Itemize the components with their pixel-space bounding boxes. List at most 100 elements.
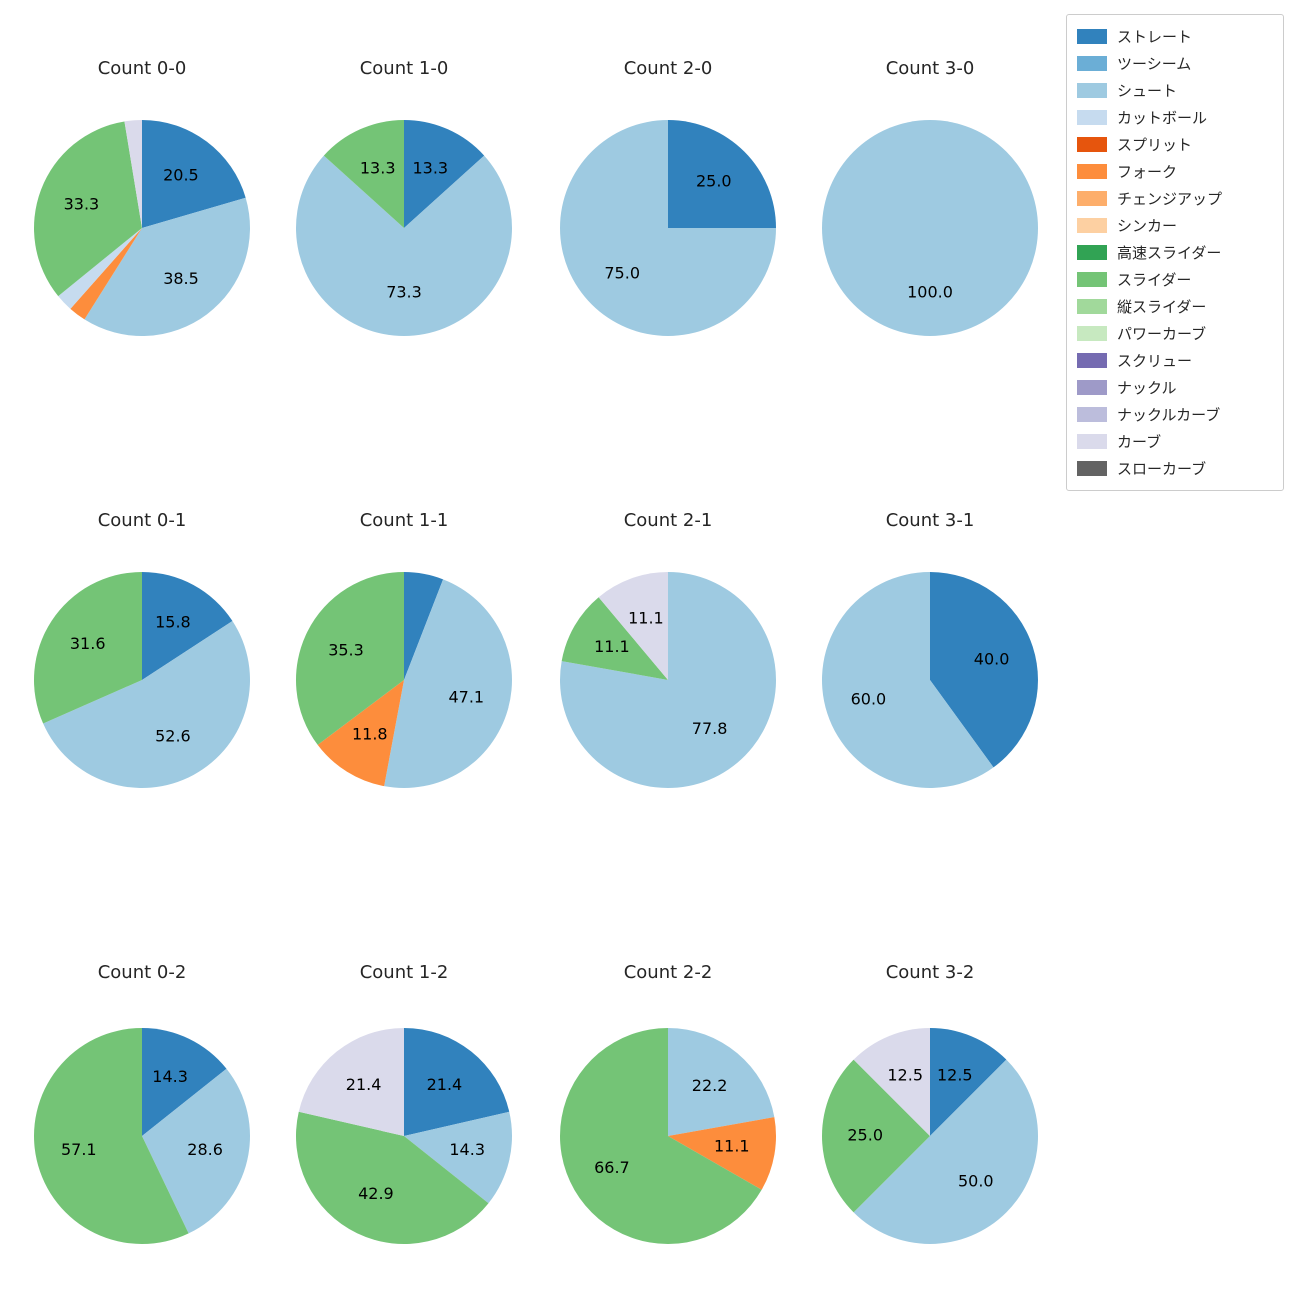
legend-item: シンカー (1077, 212, 1273, 239)
legend-list: ストレート ツーシーム シュート カットボール スプリット フォーク チェンジアップ シンカー… (1077, 23, 1273, 482)
legend-item: 縦スライダー (1077, 293, 1273, 320)
legend-item: チェンジアップ (1077, 185, 1273, 212)
legend-item: ナックルカーブ (1077, 401, 1273, 428)
slice-value-label: 12.5 (887, 1066, 923, 1085)
pie-slice (384, 579, 512, 788)
legend-item: カットボール (1077, 104, 1273, 131)
slice-value-label: 60.0 (851, 690, 887, 709)
legend-swatch (1077, 380, 1107, 395)
pie-chart: 100.0 (822, 120, 1038, 336)
legend-swatch (1077, 245, 1107, 260)
chart-title: Count 2-0 (623, 58, 713, 79)
legend-label: シュート (1117, 82, 1178, 100)
pie-slice (559, 1028, 762, 1244)
slice-value-label: 52.6 (155, 727, 191, 746)
chart-title: Count 2-1 (623, 510, 713, 531)
subplot-count-1-2: Count 1-2 21.4 14.3 42.9 21.4 (279, 962, 529, 1274)
pie-slice (821, 572, 994, 788)
slice-value-label: 50.0 (958, 1171, 994, 1190)
pie-slice (560, 572, 777, 788)
slice-value-label: 14.3 (449, 1140, 485, 1159)
slice-value-label: 11.8 (352, 725, 388, 744)
chart-title: Count 3-0 (885, 58, 975, 79)
pie-slice (930, 1028, 1007, 1136)
pie-slice (404, 120, 485, 228)
slice-value-label: 21.4 (427, 1075, 463, 1094)
legend-item: カーブ (1077, 428, 1273, 455)
subplot-count-1-0: Count 1-0 13.3 73.3 13.3 (279, 58, 529, 370)
legend-item: ナックル (1077, 374, 1273, 401)
slice-value-label: 75.0 (604, 263, 640, 282)
subplot-count-2-1: Count 2-1 77.8 11.1 11.1 (543, 510, 793, 822)
legend-swatch (1077, 326, 1107, 341)
legend-item: パワーカーブ (1077, 320, 1273, 347)
subplot-count-1-1: Count 1-1 47.1 11.8 35.3 (279, 510, 529, 822)
pie-chart: 25.0 75.0 (560, 120, 776, 336)
slice-value-label: 22.2 (692, 1076, 728, 1095)
legend-label: チェンジアップ (1117, 190, 1223, 208)
slice-value-label: 42.9 (358, 1184, 394, 1203)
slice-value-label: 33.3 (64, 195, 100, 214)
legend-swatch (1077, 83, 1107, 98)
slice-value-label: 25.0 (696, 172, 732, 191)
pie-slice (142, 1068, 251, 1234)
legend-swatch (1077, 164, 1107, 179)
subplot-count-3-2: Count 3-2 12.5 50.0 25.0 12.5 (805, 962, 1055, 1274)
pie-slice (853, 1028, 930, 1136)
chart-title: Count 1-0 (359, 58, 449, 79)
legend-label: パワーカーブ (1117, 325, 1207, 343)
slice-value-label: 13.3 (412, 158, 448, 177)
pie-slice (58, 228, 143, 309)
pie-slice (298, 1028, 404, 1136)
pie-slice (668, 1028, 775, 1136)
legend-item: フォーク (1077, 158, 1273, 185)
subplot-count-0-0: Count 0-0 20.5 38.5 33.3 (17, 58, 267, 370)
slice-value-label: 77.8 (692, 719, 728, 738)
legend-swatch (1077, 110, 1107, 125)
legend-label: スローカーブ (1117, 460, 1207, 478)
slice-value-label: 100.0 (907, 282, 953, 301)
chart-title: Count 3-1 (885, 510, 975, 531)
legend-label: 高速スライダー (1117, 244, 1222, 262)
pie-slice (404, 1111, 513, 1204)
slice-value-label: 15.8 (155, 613, 191, 632)
pie-slice (822, 120, 1038, 336)
slice-value-label: 40.0 (974, 650, 1010, 669)
pie-slice (34, 1028, 189, 1244)
pie-chart: 47.1 11.8 35.3 (295, 572, 512, 788)
legend-swatch (1077, 299, 1107, 314)
legend-swatch (1077, 407, 1107, 422)
legend-swatch (1077, 218, 1107, 233)
pie-chart: 14.3 28.6 57.1 (34, 1028, 251, 1244)
pie-chart: 12.5 50.0 25.0 12.5 (821, 1028, 1039, 1245)
pie-chart: 20.5 38.5 33.3 (34, 120, 250, 336)
legend-label: 縦スライダー (1117, 298, 1207, 316)
legend-label: ナックル (1117, 379, 1177, 397)
pie-slice (295, 572, 404, 745)
pie-slice (561, 597, 668, 680)
slice-value-label: 11.1 (714, 1137, 750, 1156)
legend-label: ナックルカーブ (1117, 406, 1221, 424)
pie-slice (404, 1028, 510, 1136)
pie-slice (33, 572, 142, 724)
pie-slice (34, 121, 142, 297)
pie-slice (142, 120, 246, 228)
chart-title: Count 0-2 (97, 962, 187, 983)
legend-swatch (1077, 56, 1107, 71)
subplot-count-3-0: Count 3-0 100.0 (805, 58, 1055, 370)
legend-label: スクリュー (1117, 352, 1193, 370)
legend-label: スライダー (1117, 271, 1192, 289)
legend-item: スライダー (1077, 266, 1273, 293)
legend-item: シュート (1077, 77, 1273, 104)
legend-label: ツーシーム (1117, 55, 1192, 73)
legend-swatch (1077, 353, 1107, 368)
pie-chart: 77.8 11.1 11.1 (560, 572, 777, 788)
pie-slice (43, 620, 251, 789)
legend-label: ストレート (1117, 28, 1193, 46)
legend-item: スローカーブ (1077, 455, 1273, 482)
pie-slice (70, 228, 142, 320)
pie-slice (296, 155, 512, 336)
subplot-count-0-2: Count 0-2 14.3 28.6 57.1 (17, 962, 267, 1274)
chart-title: Count 0-0 (97, 58, 187, 79)
